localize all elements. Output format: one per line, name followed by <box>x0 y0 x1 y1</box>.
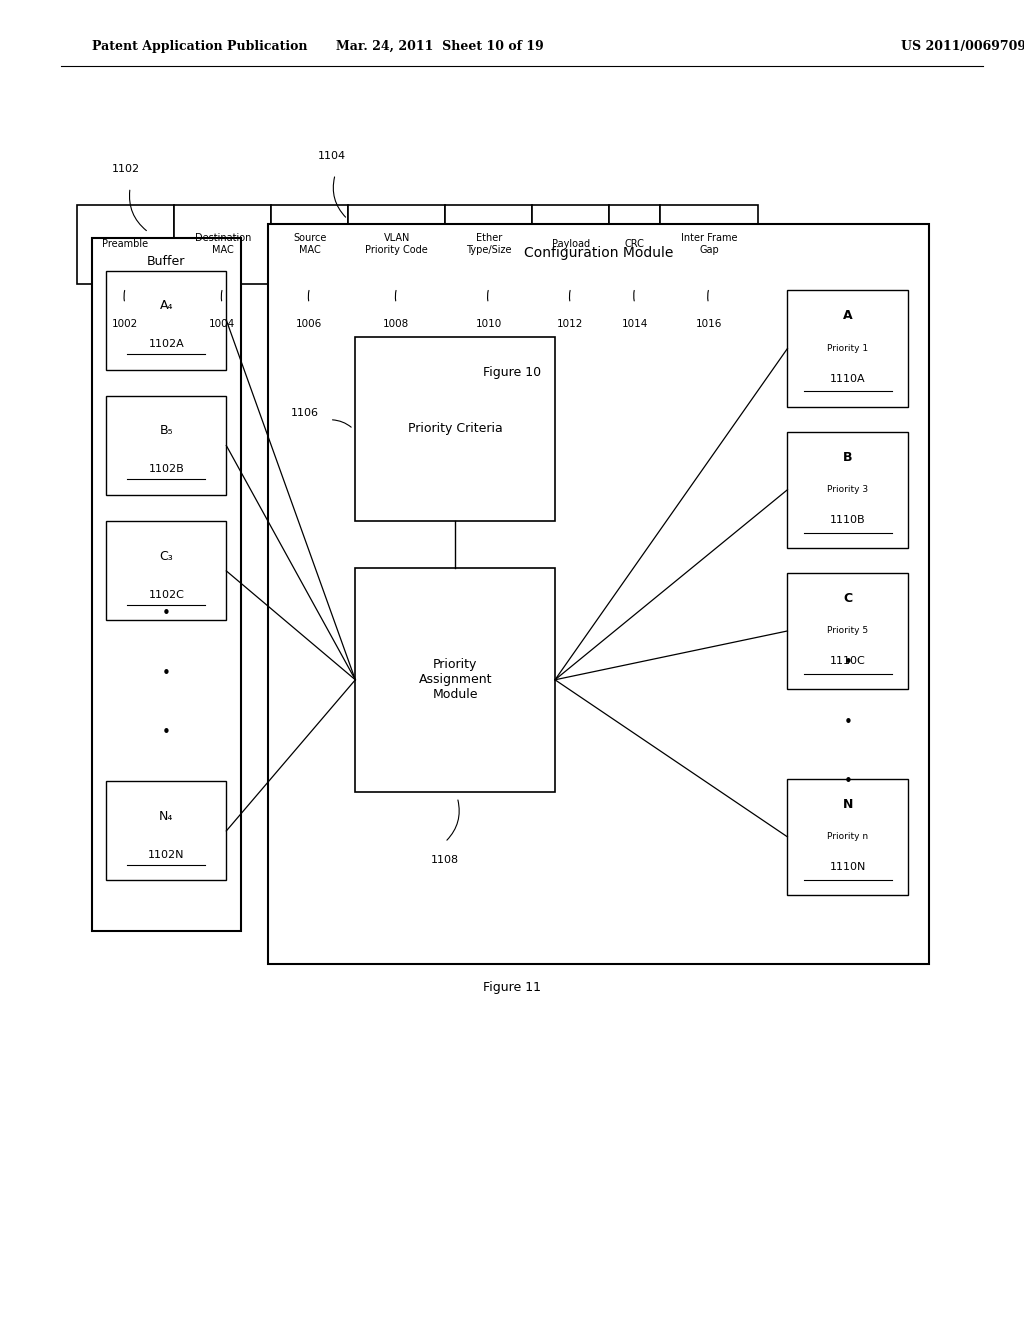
Text: •: • <box>162 665 171 681</box>
FancyBboxPatch shape <box>77 205 174 284</box>
Text: B: B <box>843 450 853 463</box>
Text: •: • <box>162 606 171 622</box>
Text: Buffer: Buffer <box>147 255 185 268</box>
Text: Priority 3: Priority 3 <box>827 486 868 494</box>
Text: 1102C: 1102C <box>148 590 184 599</box>
Text: Priority
Assignment
Module: Priority Assignment Module <box>419 659 492 701</box>
Text: 1102A: 1102A <box>148 339 184 348</box>
Text: 1002: 1002 <box>112 319 138 330</box>
Text: Source
MAC: Source MAC <box>293 234 327 255</box>
Text: 1102: 1102 <box>112 164 140 174</box>
Text: Priority 5: Priority 5 <box>827 627 868 635</box>
FancyBboxPatch shape <box>355 337 555 521</box>
Text: N₄: N₄ <box>159 809 174 822</box>
Text: 1110N: 1110N <box>829 862 866 873</box>
FancyBboxPatch shape <box>106 781 226 880</box>
Text: 1012: 1012 <box>557 319 584 330</box>
Text: Figure 11: Figure 11 <box>483 981 541 994</box>
Text: •: • <box>162 725 171 741</box>
Text: Destination
MAC: Destination MAC <box>195 234 251 255</box>
FancyBboxPatch shape <box>355 568 555 792</box>
Text: 1102N: 1102N <box>148 850 184 859</box>
Text: •: • <box>844 655 852 671</box>
Text: 1108: 1108 <box>431 855 459 866</box>
FancyBboxPatch shape <box>174 205 271 284</box>
FancyBboxPatch shape <box>787 290 908 407</box>
Text: Inter Frame
Gap: Inter Frame Gap <box>681 234 737 255</box>
Text: C: C <box>844 591 852 605</box>
FancyBboxPatch shape <box>787 573 908 689</box>
Text: Configuration Module: Configuration Module <box>524 247 673 260</box>
FancyBboxPatch shape <box>92 238 241 931</box>
Text: •: • <box>844 774 852 789</box>
Text: 1004: 1004 <box>209 319 236 330</box>
Text: Priority n: Priority n <box>827 833 868 841</box>
FancyBboxPatch shape <box>106 396 226 495</box>
Text: C₃: C₃ <box>160 549 173 562</box>
Text: 1104: 1104 <box>318 150 346 161</box>
FancyBboxPatch shape <box>660 205 758 284</box>
FancyBboxPatch shape <box>271 205 348 284</box>
Text: 1110A: 1110A <box>830 374 865 384</box>
Text: VLAN
Priority Code: VLAN Priority Code <box>366 234 428 255</box>
FancyBboxPatch shape <box>268 224 929 964</box>
FancyBboxPatch shape <box>348 205 445 284</box>
Text: Patent Application Publication: Patent Application Publication <box>92 40 307 53</box>
Text: B₅: B₅ <box>160 424 173 437</box>
FancyBboxPatch shape <box>787 779 908 895</box>
Text: 1006: 1006 <box>296 319 323 330</box>
Text: Figure 10: Figure 10 <box>483 366 541 379</box>
Text: 1016: 1016 <box>695 319 722 330</box>
Text: 1110C: 1110C <box>830 656 865 667</box>
Text: Ether
Type/Size: Ether Type/Size <box>466 234 512 255</box>
FancyBboxPatch shape <box>787 432 908 548</box>
Text: Mar. 24, 2011  Sheet 10 of 19: Mar. 24, 2011 Sheet 10 of 19 <box>337 40 544 53</box>
Text: Priority 1: Priority 1 <box>827 345 868 352</box>
Text: CRC: CRC <box>625 239 645 249</box>
Text: Priority Criteria: Priority Criteria <box>408 422 503 436</box>
Text: A₄: A₄ <box>160 298 173 312</box>
FancyBboxPatch shape <box>445 205 532 284</box>
Text: Preamble: Preamble <box>102 239 148 249</box>
Text: 1110B: 1110B <box>830 515 865 525</box>
Text: 1008: 1008 <box>383 319 410 330</box>
Text: N: N <box>843 797 853 810</box>
Text: •: • <box>844 714 852 730</box>
Text: Payload: Payload <box>552 239 590 249</box>
Text: 1102B: 1102B <box>148 465 184 474</box>
Text: 1014: 1014 <box>622 319 648 330</box>
FancyBboxPatch shape <box>106 521 226 620</box>
Text: 1010: 1010 <box>475 319 502 330</box>
FancyBboxPatch shape <box>609 205 660 284</box>
Text: 1106: 1106 <box>291 408 318 418</box>
Text: US 2011/0069709 A1: US 2011/0069709 A1 <box>901 40 1024 53</box>
Text: A: A <box>843 309 853 322</box>
FancyBboxPatch shape <box>532 205 609 284</box>
FancyBboxPatch shape <box>106 271 226 370</box>
